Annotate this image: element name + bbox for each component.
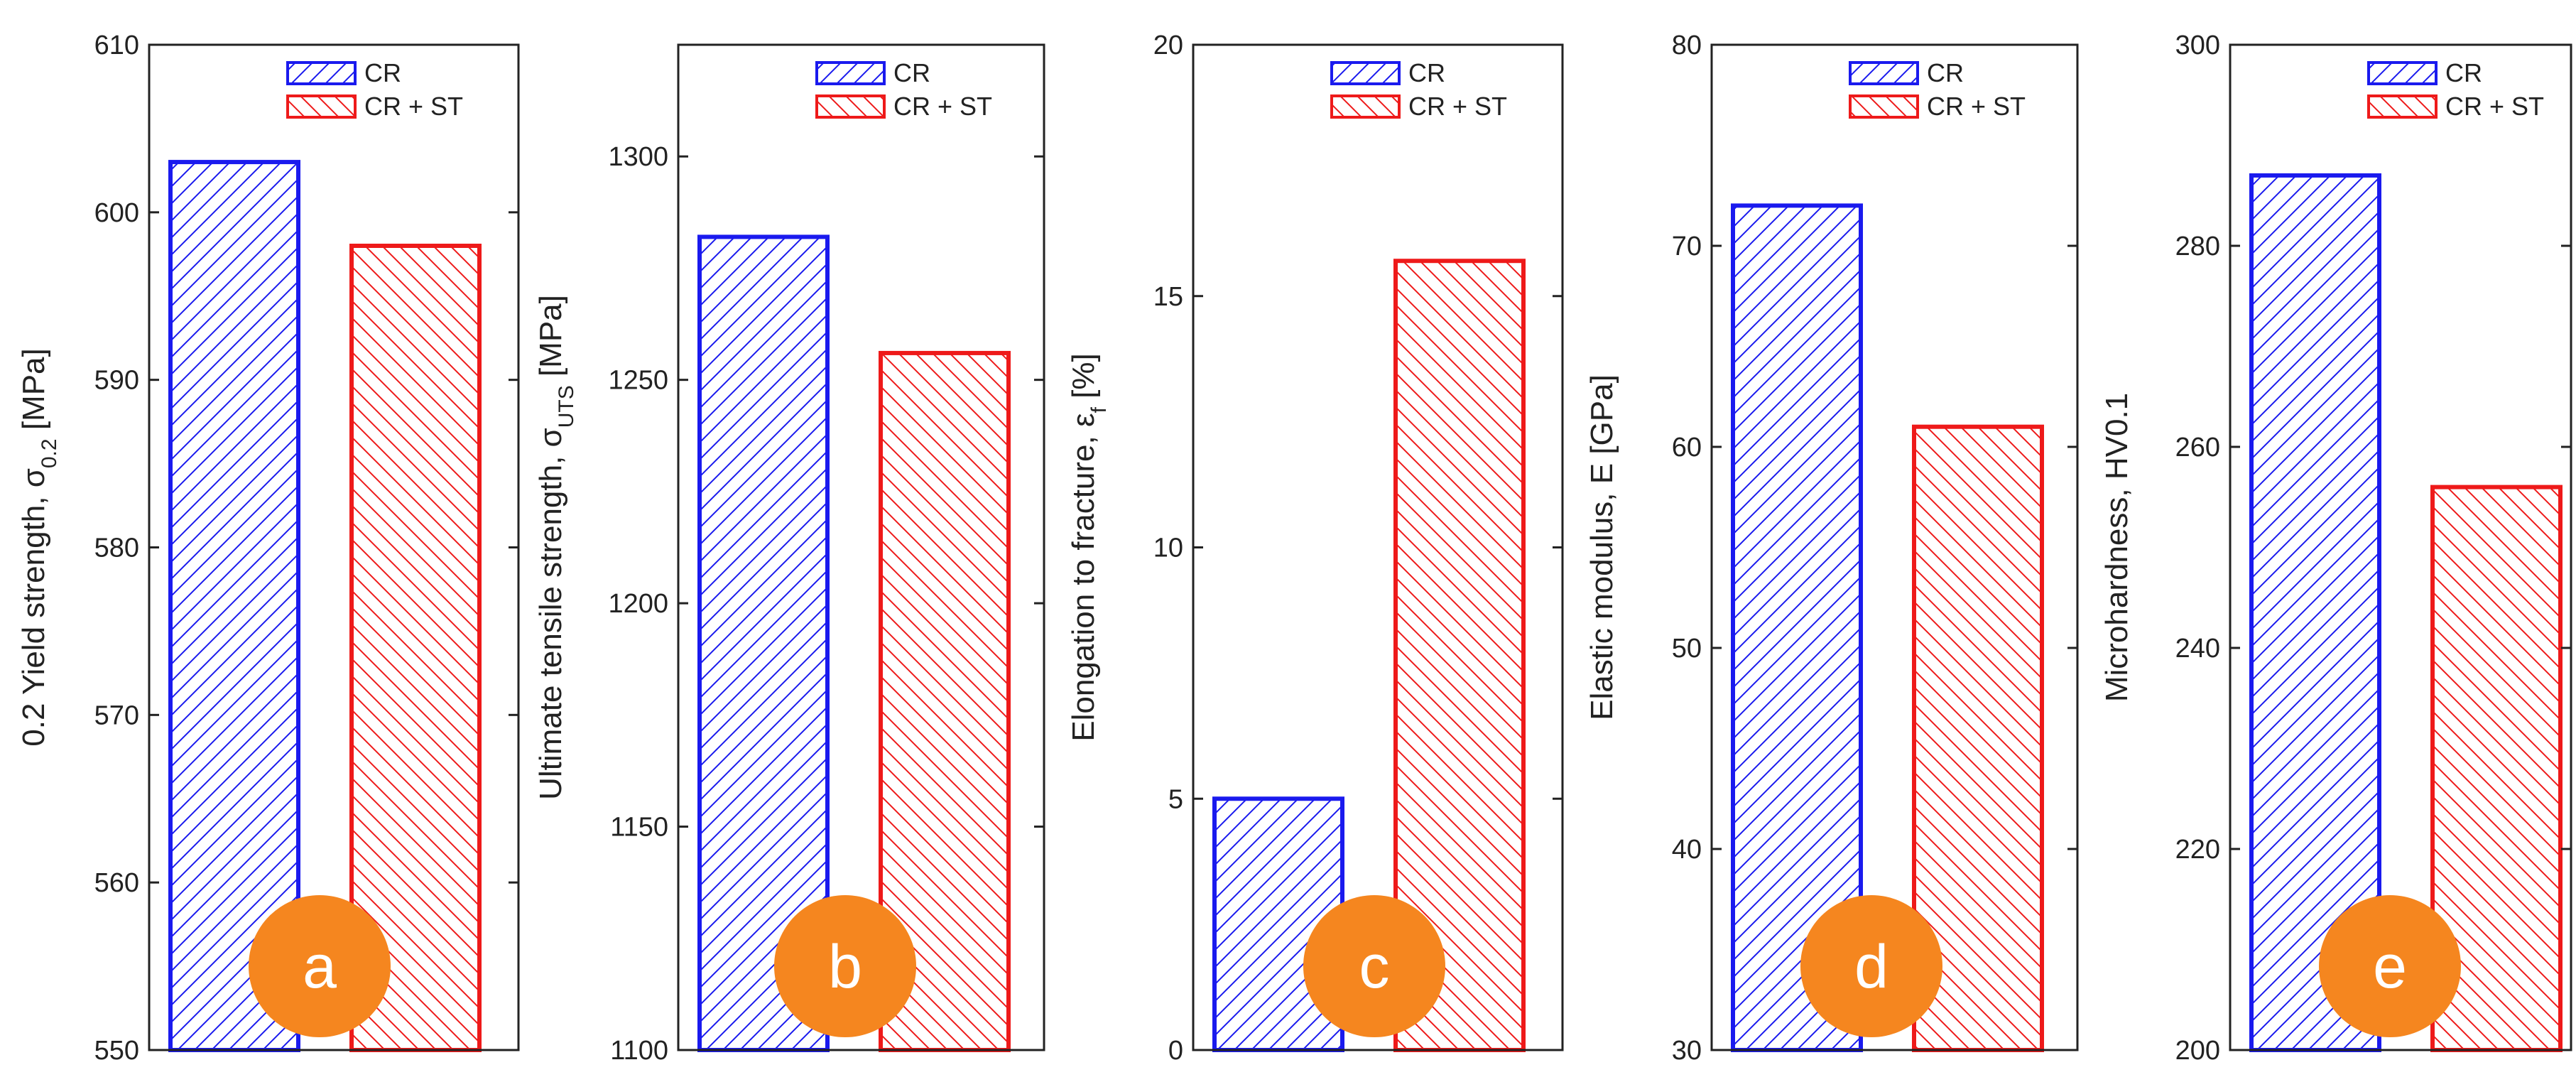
panel-badge-label: e: [2373, 933, 2407, 1001]
legend-swatch-cr: [815, 61, 886, 85]
y-tick-label: 600: [94, 198, 139, 228]
legend-label-cr: CR: [2445, 58, 2482, 87]
legend-swatch-cr-st: [1849, 94, 1919, 119]
y-tick-label: 1150: [610, 813, 668, 843]
panel-badge: [2319, 895, 2461, 1037]
y-axis-title: 0.2 Yield strength, σ0.2 [MPa]: [16, 348, 61, 747]
y-tick-label: 30: [1672, 1036, 1702, 1066]
y-tick-label: 1250: [608, 366, 668, 396]
y-axis-title: Elongation to fracture, εf [%]: [1066, 353, 1111, 741]
y-tick-label: 20: [1153, 31, 1183, 60]
plot-frame: [677, 43, 1045, 1051]
panel-badge: [1800, 895, 1942, 1037]
chart-panel-a: 550 560 570 580 590 600 610 0.2 Yield strength,…: [16, 31, 520, 1066]
y-tick-label: 1300: [608, 142, 668, 172]
y-tick-label: 1200: [608, 589, 668, 619]
legend-label-cr-st: CR + ST: [1927, 92, 2026, 121]
y-tick-label: 70: [1672, 232, 1702, 261]
y-tick-label: 240: [2175, 634, 2220, 664]
legend-swatch-cr: [2367, 61, 2438, 85]
y-tick-label: 10: [1153, 534, 1183, 563]
y-axis-title: Microhardness, HV0.1: [2099, 393, 2134, 702]
panel-badge-label: c: [1359, 933, 1390, 1001]
bar-cr: [168, 160, 300, 1052]
y-tick-label: 580: [94, 534, 139, 563]
legend-label-cr-st: CR + ST: [1408, 92, 1507, 121]
y-tick-label: 15: [1153, 282, 1183, 312]
y-tick-label: 300: [2175, 31, 2220, 60]
legend-label-cr: CR: [364, 58, 401, 87]
y-tick-label: 570: [94, 700, 139, 730]
legend-swatch-cr-st: [1330, 94, 1401, 119]
y-tick-label: 220: [2175, 835, 2220, 865]
y-tick-label: 280: [2175, 232, 2220, 261]
panel-badge: [1303, 895, 1445, 1037]
y-tick-label: 50: [1672, 634, 1702, 664]
y-tick-label: 550: [94, 1036, 139, 1066]
legend-label-cr: CR: [1927, 58, 1964, 87]
panel-badge-label: b: [828, 933, 862, 1001]
plot-frame: [2229, 43, 2572, 1051]
chart-panel-e: 200 220 240 260 280 300 Microhardness, HV0.1 CR…: [2099, 31, 2572, 1066]
legend-swatch-cr: [1330, 61, 1401, 85]
y-tick-label: 200: [2175, 1036, 2220, 1066]
legend-swatch-cr-st: [815, 94, 886, 119]
y-tick-label: 1100: [610, 1036, 668, 1066]
legend-label-cr: CR: [1408, 58, 1445, 87]
y-axis-title: Ultimate tensile strength, σUTS [MPa]: [533, 295, 578, 800]
y-tick-label: 80: [1672, 31, 1702, 60]
y-tick-label: 610: [94, 31, 139, 60]
y-tick-label: 60: [1672, 433, 1702, 462]
legend-label-cr-st: CR + ST: [364, 92, 463, 121]
legend-label-cr-st: CR + ST: [893, 92, 992, 121]
legend-swatch-cr-st: [286, 94, 357, 119]
chart-panel-b: 1100 1150 1200 1250 1300 Ultimate tensile str…: [533, 43, 1045, 1066]
panel-badge-label: a: [303, 933, 337, 1001]
bar-cr-st: [349, 244, 482, 1052]
y-tick-label: 40: [1672, 835, 1702, 865]
legend-swatch-cr: [1849, 61, 1919, 85]
legend-swatch-cr-st: [2367, 94, 2438, 119]
legend-label-cr-st: CR + ST: [2445, 92, 2544, 121]
chart-panel-d: 30 40 50 60 70 80 Elastic modulus, E [GPa] CR CR…: [1585, 31, 2079, 1066]
plot-frame: [1710, 43, 2079, 1051]
legend-swatch-cr: [286, 61, 357, 85]
chart-panel-c: 0 5 10 15 20 Elongation to fracture, εf [%] CR…: [1066, 31, 1564, 1066]
y-tick-label: 590: [94, 366, 139, 396]
y-tick-label: 0: [1168, 1036, 1183, 1066]
panel-badge: [249, 895, 391, 1037]
legend-label-cr: CR: [893, 58, 930, 87]
y-tick-label: 260: [2175, 433, 2220, 462]
panel-badge: [774, 895, 916, 1037]
y-tick-label: 560: [94, 868, 139, 898]
panel-badge-label: d: [1854, 933, 1888, 1001]
y-tick-label: 5: [1168, 784, 1183, 814]
y-axis-title: Elastic modulus, E [GPa]: [1585, 374, 1619, 720]
